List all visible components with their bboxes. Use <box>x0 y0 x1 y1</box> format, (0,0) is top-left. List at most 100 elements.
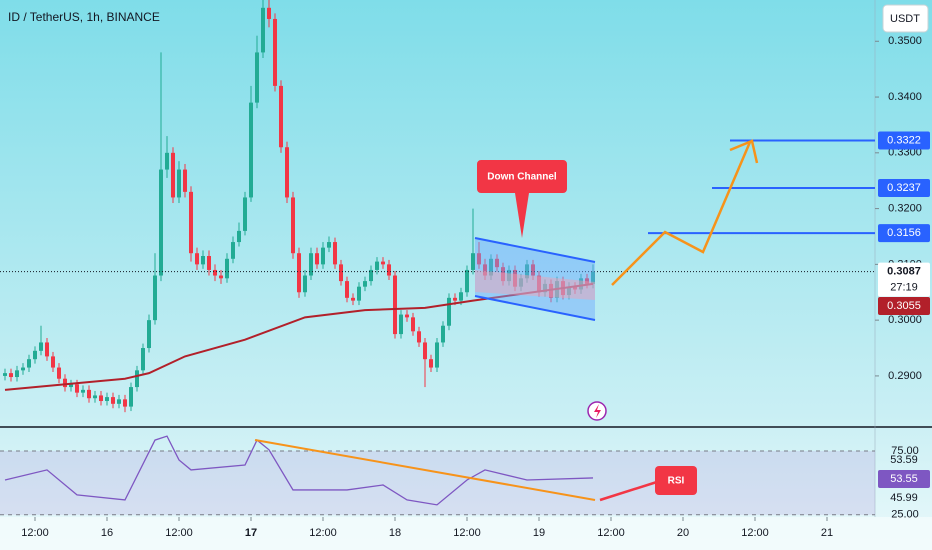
channel-inner <box>475 270 595 300</box>
candle-body <box>62 378 67 388</box>
level-badge <box>878 131 930 150</box>
candle-body <box>254 52 259 103</box>
candle-body <box>80 389 85 393</box>
candle-body <box>2 373 7 376</box>
projection <box>611 141 752 286</box>
candle-body <box>440 325 445 343</box>
candle-body <box>200 256 205 265</box>
candle-body <box>290 197 295 254</box>
candle-body <box>548 283 553 298</box>
rsi-line <box>4 435 594 506</box>
candle-body <box>566 286 571 296</box>
x-tick-label: 16 <box>101 527 113 539</box>
candle-body <box>122 399 127 407</box>
candle-body <box>374 261 379 270</box>
candle-body <box>326 242 331 248</box>
candle-body <box>350 297 355 301</box>
candle-body <box>26 359 31 368</box>
candle-body <box>146 320 151 349</box>
candle-body <box>542 283 547 293</box>
candle-body <box>32 350 37 360</box>
candle-body <box>356 286 361 301</box>
ma-badge <box>878 297 930 315</box>
candle-body <box>572 286 577 290</box>
candle-body <box>422 342 427 360</box>
x-tick-label: 17 <box>245 527 257 539</box>
candle-body <box>452 297 457 301</box>
candle-body <box>380 261 385 265</box>
moving-average <box>4 282 594 391</box>
currency-button[interactable] <box>882 4 929 33</box>
candle-body <box>512 269 517 287</box>
y-tick-label: 0.3400 <box>888 91 922 103</box>
candle-body <box>86 389 91 399</box>
candle-body <box>116 399 121 404</box>
candle-body <box>206 256 211 270</box>
candle-body <box>314 253 319 265</box>
level-badge <box>878 224 930 243</box>
currency: USDT <box>890 13 920 25</box>
candle-body <box>212 269 217 276</box>
candle-body <box>56 367 61 379</box>
candle-body <box>158 169 163 276</box>
projection-arrow <box>729 139 759 164</box>
x-tick-label: 12:00 <box>453 527 481 539</box>
candle-body <box>248 102 253 198</box>
candle-body <box>536 275 541 293</box>
callout <box>477 160 567 238</box>
level-label: 0.3156 <box>887 227 921 239</box>
candle-body <box>590 271 595 284</box>
y-tick-label: 0.3500 <box>888 35 922 47</box>
candle-body <box>182 169 187 192</box>
y-tick-label: 0.3200 <box>888 203 922 215</box>
time-axis-bg <box>0 517 932 550</box>
candle-body <box>392 275 397 335</box>
candle-body <box>416 331 421 343</box>
level-label: 0.3237 <box>887 182 921 194</box>
candle-body <box>44 342 49 357</box>
candle-body <box>14 370 19 378</box>
x-tick-label: 12:00 <box>165 527 193 539</box>
candle-body <box>236 230 241 243</box>
candle-body <box>470 253 475 270</box>
candle-body <box>524 264 529 279</box>
y-tick-label: 0.3000 <box>888 314 922 326</box>
candle-body <box>428 359 433 368</box>
candle-body <box>386 264 391 276</box>
rsi-badge <box>878 470 930 488</box>
candle-body <box>230 242 235 259</box>
candle-body <box>506 269 511 282</box>
candle-body <box>272 18 277 86</box>
candle-body <box>134 370 139 388</box>
rsi-badge-label: 53.55 <box>890 473 918 485</box>
candle-body <box>488 258 493 276</box>
x-tick-label: 12:00 <box>597 527 625 539</box>
candle-body <box>434 342 439 368</box>
y-tick-label: 0.3300 <box>888 147 922 159</box>
candle-body <box>494 258 499 268</box>
ma-label: 0.3055 <box>887 300 921 312</box>
event-bolt <box>594 404 601 418</box>
rsi-arrow <box>599 479 661 502</box>
candle-body <box>518 278 523 287</box>
rsi-tick-label: 25.00 <box>891 509 919 521</box>
candle-body <box>332 242 337 265</box>
x-tick-label: 12:00 <box>21 527 49 539</box>
candle-body <box>128 387 133 407</box>
candle-body <box>404 314 409 318</box>
candle-body <box>458 292 463 301</box>
candle-body <box>224 258 229 279</box>
rsi-badge-label: 53.59 <box>890 454 918 466</box>
candle-body <box>8 373 13 378</box>
candle-body <box>500 267 505 282</box>
x-tick-label: 20 <box>677 527 689 539</box>
channel-upper <box>474 237 596 263</box>
candle-body <box>170 152 175 198</box>
countdown: 27:19 <box>890 282 918 294</box>
candle-body <box>104 397 109 402</box>
candle-body <box>242 197 247 231</box>
candle-body <box>176 169 181 198</box>
x-tick-label: 18 <box>389 527 401 539</box>
candle-body <box>464 269 469 293</box>
x-tick-label: 12:00 <box>309 527 337 539</box>
